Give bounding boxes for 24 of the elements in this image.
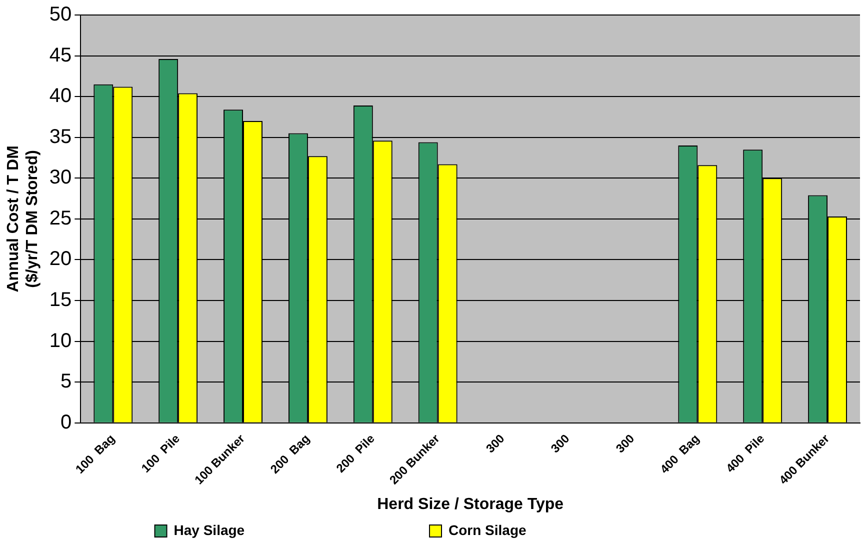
y-tick-label: 0 — [60, 411, 72, 434]
x-tick-label: 100 Bag — [72, 432, 118, 476]
x-tick-label: 300 — [613, 431, 638, 456]
y-tick-label: 50 — [49, 4, 72, 26]
x-tick-label: 400 Bag — [657, 432, 702, 476]
x-tick-label: 300 — [548, 431, 572, 456]
y-tick-label: 35 — [49, 126, 72, 148]
x-tick-label: 200 Pile — [333, 431, 378, 476]
y-tick-label: 5 — [60, 370, 72, 393]
x-tick-label: 400 Pile — [723, 431, 768, 476]
x-tick-label: 100 Pile — [138, 431, 183, 476]
y-tick-label: 25 — [49, 207, 72, 230]
x-axis-title: Herd Size / Storage Type — [377, 496, 564, 513]
y-tick-label: 10 — [49, 330, 72, 352]
y-tick-label: 30 — [49, 166, 72, 189]
legend-label: Hay Silage — [174, 522, 424, 538]
y-tick-label: 15 — [49, 289, 72, 312]
y-axis-title: Annual Cost / T DM ($/yr/T DM Stored) — [5, 146, 42, 292]
y-tick-label: 40 — [49, 85, 72, 108]
y-tick-label: 45 — [49, 44, 72, 66]
y-tick-label: 20 — [49, 248, 72, 270]
x-tick-label: 200 Bag — [268, 432, 312, 476]
x-tick-label: 300 — [483, 431, 508, 456]
legend-label: Corn Silage — [448, 522, 706, 538]
